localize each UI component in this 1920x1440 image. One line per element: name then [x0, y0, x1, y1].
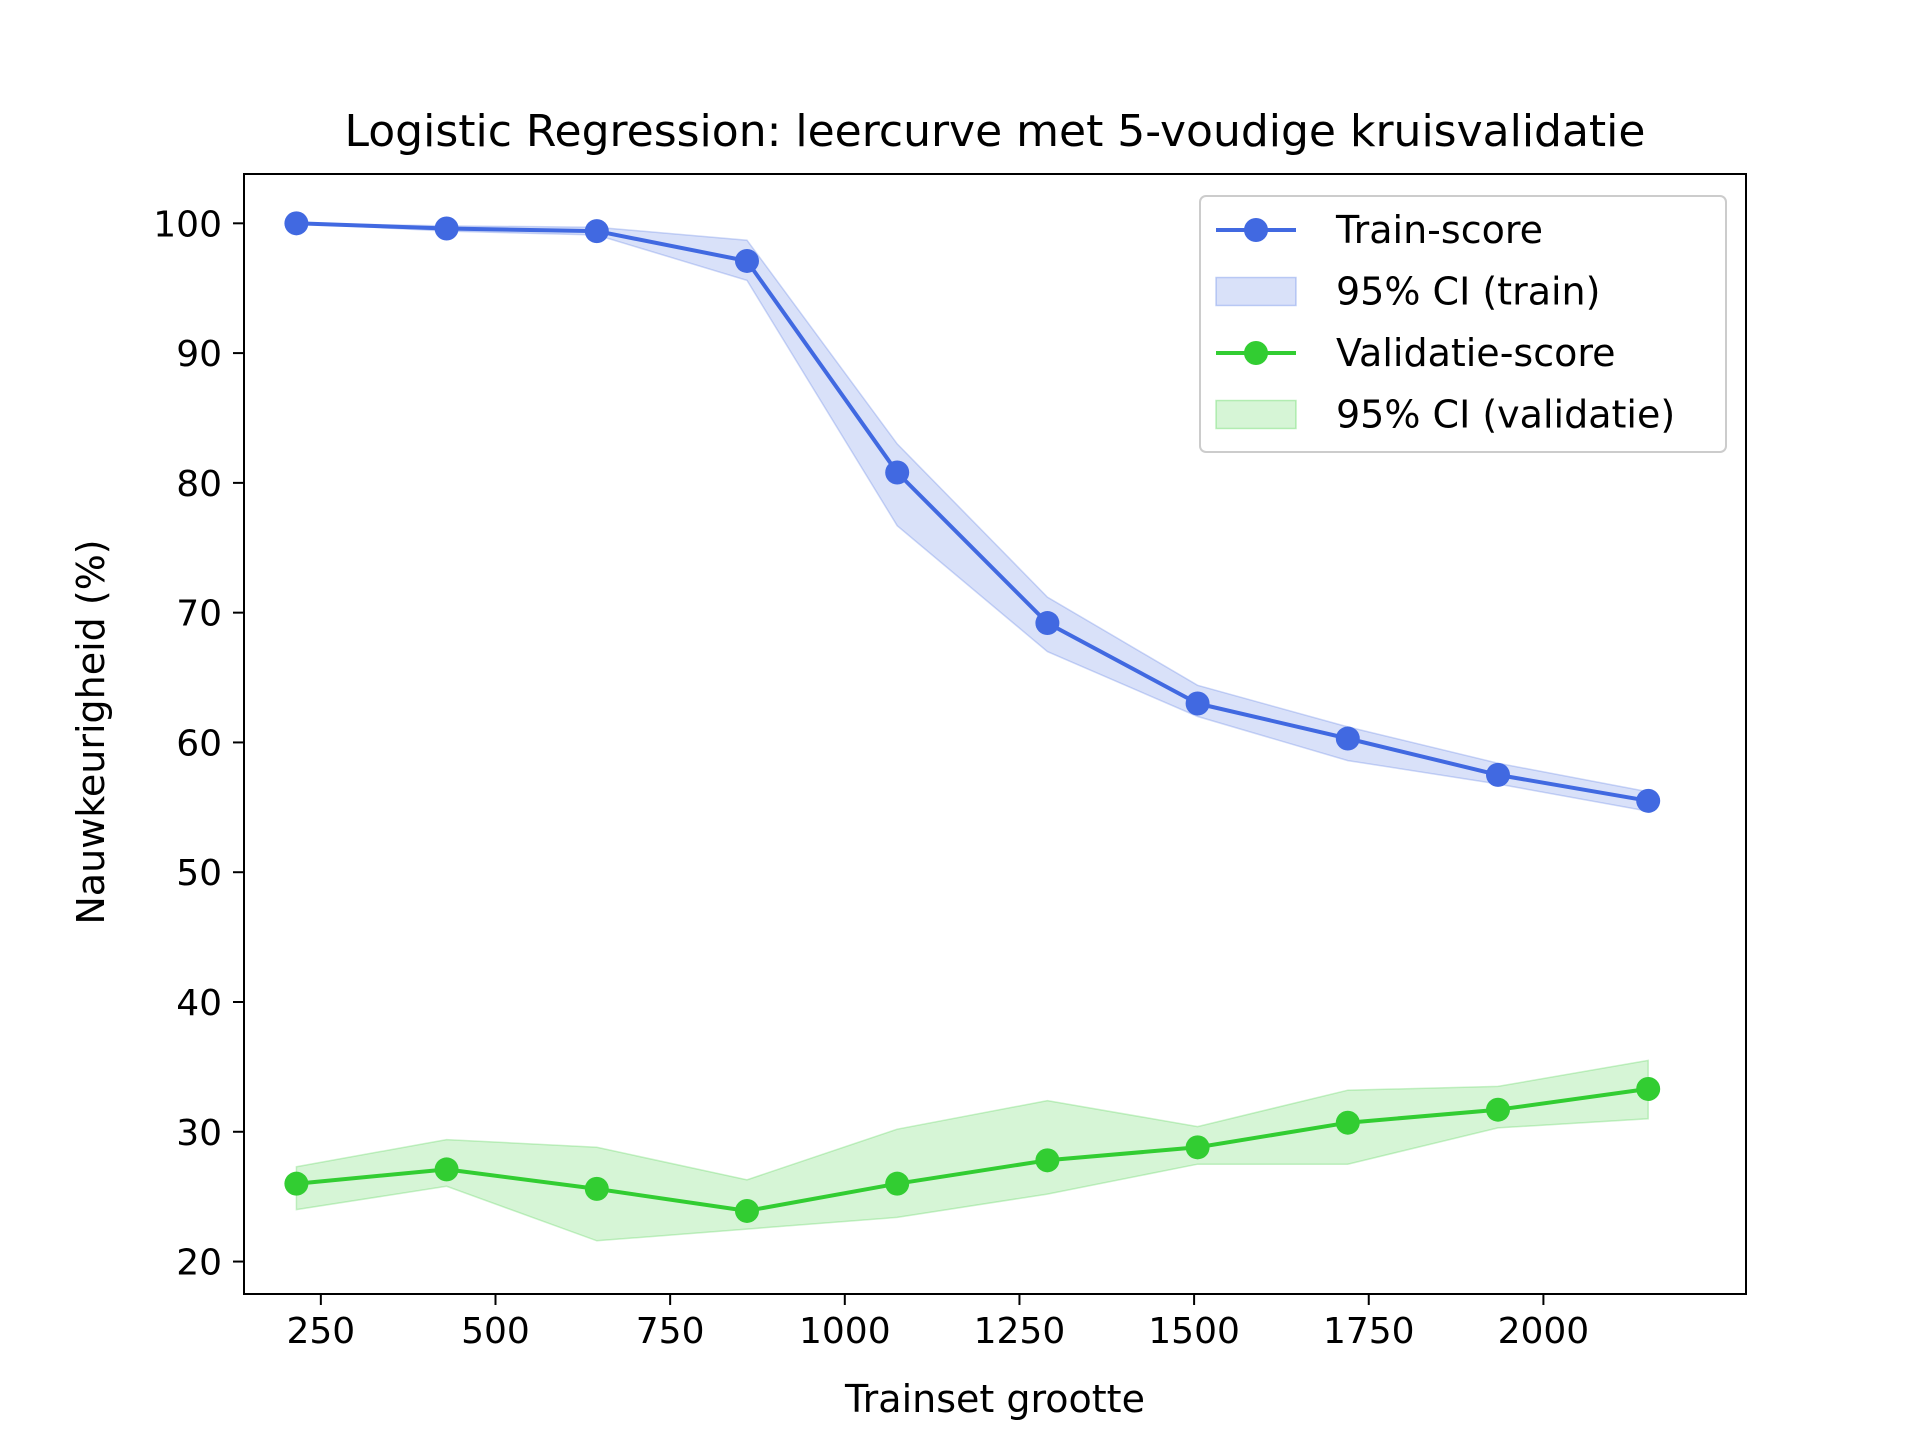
- x-tick-label: 1500: [1148, 1311, 1240, 1352]
- plot-frame: [243, 173, 1747, 1295]
- legend-label-95-ci-train: 95% CI (train): [1336, 270, 1600, 314]
- data-point-train-score: [1485, 762, 1510, 787]
- series-line-validatie-score: [296, 1086, 1649, 1213]
- data-point-train-score: [284, 211, 309, 236]
- legend-marker-validatie-score: [1244, 341, 1268, 365]
- data-point-validatie-score: [885, 1171, 910, 1196]
- data-point-train-score: [1636, 788, 1661, 813]
- data-point-validatie-score: [1485, 1097, 1510, 1122]
- y-tick-label: 70: [176, 594, 222, 635]
- data-point-validatie-score: [1185, 1135, 1210, 1160]
- y-tick-label: 60: [176, 723, 222, 764]
- data-point-validatie-score: [1636, 1076, 1661, 1101]
- legend-swatch-95-ci-train: [1215, 276, 1297, 307]
- data-point-train-score: [1185, 691, 1210, 716]
- legend-marker-train-score: [1244, 218, 1268, 242]
- x-tick-label: 500: [461, 1311, 530, 1352]
- x-tick-label: 1750: [1323, 1311, 1415, 1352]
- legend: Train-score 95% CI (train) Validatie-score…: [1199, 195, 1727, 453]
- data-point-validatie-score: [584, 1176, 609, 1201]
- x-tick-label: 250: [286, 1311, 355, 1352]
- legend-label-validatie-score: Validatie-score: [1336, 331, 1616, 375]
- chart-title: Logistic Regression: leercurve met 5-vou…: [345, 106, 1646, 157]
- legend-label-train-score: Train-score: [1335, 208, 1543, 252]
- x-tick-label: 1250: [974, 1311, 1066, 1352]
- series-line-train-score: [296, 221, 1649, 803]
- y-axis-title: Nauwkeurigheid (%): [69, 539, 113, 924]
- data-point-validatie-score: [1035, 1148, 1060, 1173]
- x-tick-label: 1000: [799, 1311, 891, 1352]
- x-tick-label: 2000: [1498, 1311, 1590, 1352]
- y-tick-label: 40: [176, 983, 222, 1024]
- data-point-validatie-score: [284, 1171, 309, 1196]
- data-point-train-score: [1035, 611, 1060, 636]
- legend-label-95-ci-validatie: 95% CI (validatie): [1336, 393, 1675, 437]
- legend-box: [1199, 195, 1727, 453]
- legend-swatch-95-ci-validatie: [1215, 399, 1297, 430]
- y-tick-label: 20: [176, 1243, 222, 1284]
- data-point-train-score: [734, 248, 759, 273]
- x-axis-title: Trainset grootte: [844, 1377, 1145, 1421]
- y-tick-label: 80: [176, 464, 222, 505]
- data-point-validatie-score: [734, 1198, 759, 1223]
- data-point-train-score: [885, 460, 910, 485]
- data-point-validatie-score: [434, 1157, 459, 1182]
- y-tick-label: 100: [153, 204, 222, 245]
- data-point-train-score: [584, 219, 609, 244]
- data-point-train-score: [434, 216, 459, 241]
- x-tick-label: 750: [636, 1311, 705, 1352]
- data-point-train-score: [1335, 726, 1360, 751]
- plot-area: 250 500 750 1000 1250 1500 1750 2000 20 30 40 50 60 7…: [153, 173, 1747, 1352]
- y-tick-label: 30: [176, 1113, 222, 1154]
- y-tick-label: 90: [176, 334, 222, 375]
- y-tick-label: 50: [176, 853, 222, 894]
- data-point-validatie-score: [1335, 1110, 1360, 1135]
